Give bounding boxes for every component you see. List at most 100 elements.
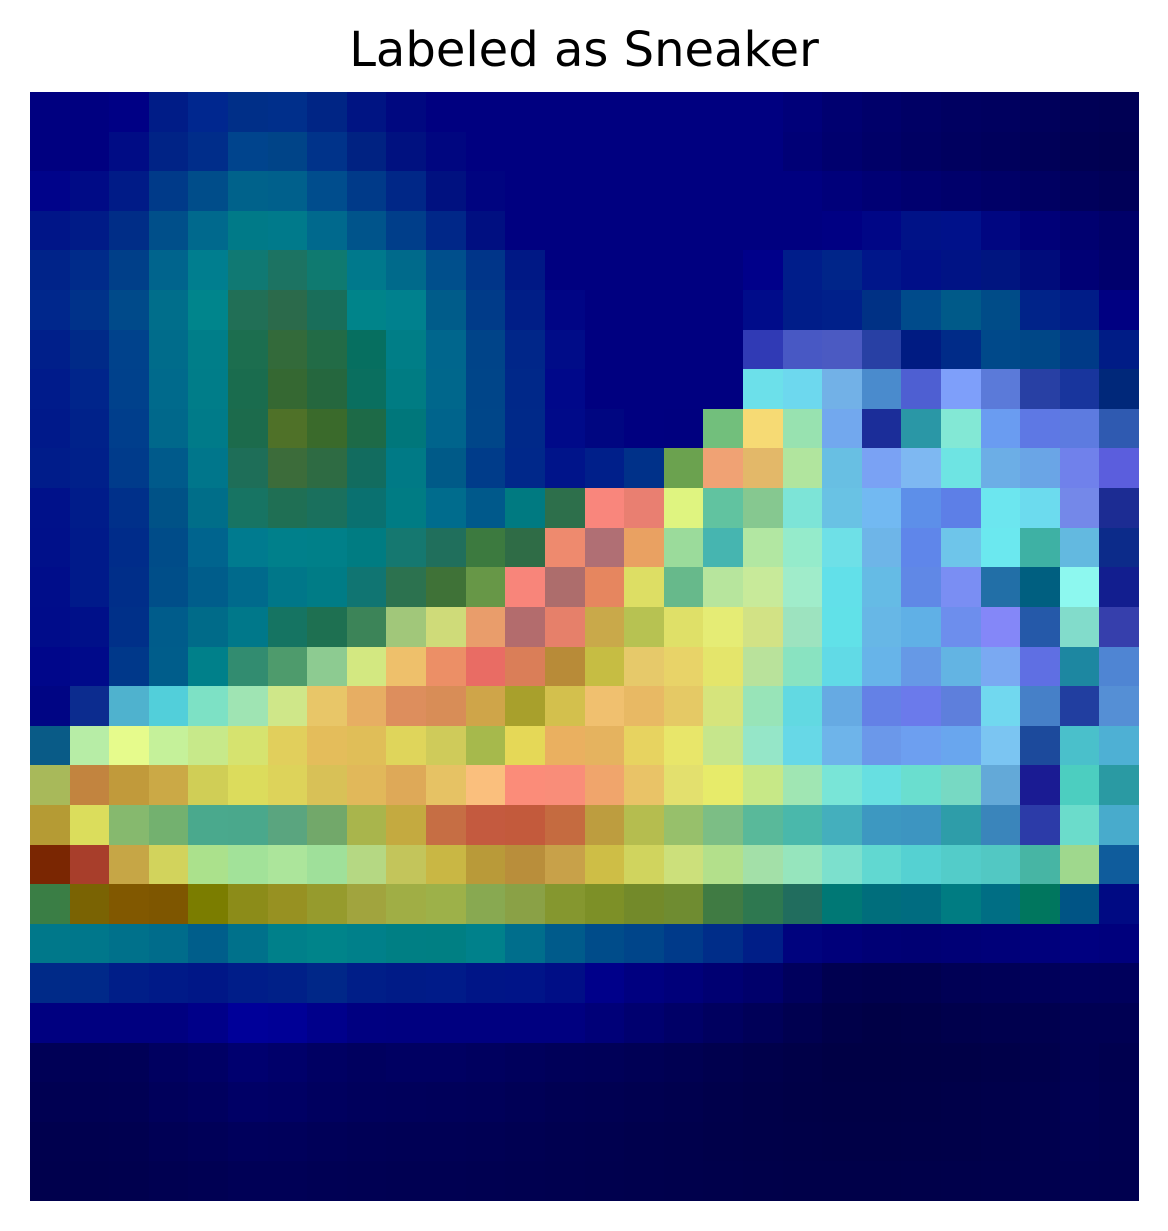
heatmap-cell [228, 369, 268, 409]
heatmap-cell [465, 884, 506, 924]
heatmap-cell [1099, 131, 1139, 172]
heatmap-cell [624, 488, 664, 528]
heatmap-cell [148, 765, 189, 805]
heatmap-cell [663, 646, 704, 687]
heatmap-cell [307, 290, 347, 330]
heatmap-cell [188, 1002, 229, 1043]
heatmap-cell [307, 92, 347, 132]
heatmap-cell [1020, 1042, 1060, 1083]
heatmap-cell [663, 448, 704, 489]
heatmap-cell [624, 290, 664, 330]
heatmap-cell [742, 606, 783, 647]
heatmap-cell [69, 1121, 110, 1162]
heatmap-cell [782, 250, 823, 291]
heatmap-cell [465, 488, 506, 528]
heatmap-cell [742, 1121, 783, 1162]
heatmap-cell [148, 527, 189, 568]
heatmap-cell [584, 171, 625, 211]
heatmap-cell [30, 1161, 70, 1201]
heatmap-cell [505, 686, 545, 726]
heatmap-cell [228, 131, 268, 172]
heatmap-cell [267, 131, 308, 172]
heatmap-cell [426, 527, 466, 568]
heatmap-cell [1099, 884, 1139, 924]
heatmap-cell [742, 844, 783, 885]
heatmap-cell [30, 92, 70, 132]
heatmap-cell [940, 765, 981, 805]
heatmap-cell [1059, 1002, 1100, 1043]
heatmap-cell [861, 290, 902, 330]
heatmap-cell [1059, 1042, 1100, 1083]
heatmap-cell [188, 250, 229, 291]
heatmap-cell [544, 171, 585, 211]
heatmap-cell [624, 1002, 664, 1043]
heatmap-cell [346, 765, 387, 805]
heatmap-cell [228, 923, 268, 964]
heatmap-cell [30, 131, 70, 172]
heatmap-cell [742, 250, 783, 291]
heatmap-cell [822, 171, 862, 211]
heatmap-cell [148, 686, 189, 726]
heatmap-cell [386, 369, 427, 409]
heatmap-cell [1099, 408, 1139, 449]
heatmap-cell [940, 488, 981, 528]
heatmap-cell [307, 884, 347, 924]
heatmap-cell [663, 606, 704, 647]
heatmap-cell [188, 804, 229, 845]
heatmap-cell [861, 765, 902, 805]
heatmap-cell [465, 448, 506, 489]
heatmap-cell [505, 606, 545, 647]
heatmap-cell [346, 290, 387, 330]
heatmap-cell [426, 1042, 466, 1083]
heatmap-cell [861, 131, 902, 172]
heatmap-cell [624, 171, 664, 211]
heatmap-cell [1099, 1002, 1139, 1043]
heatmap-cell [822, 804, 862, 845]
heatmap-cell [1059, 171, 1100, 211]
heatmap-cell [188, 1161, 229, 1201]
heatmap-cell [822, 329, 862, 370]
heatmap-cell [703, 606, 743, 647]
heatmap-cell [109, 131, 149, 172]
heatmap-cell [980, 408, 1021, 449]
heatmap-cell [30, 329, 70, 370]
heatmap-cell [426, 448, 466, 489]
heatmap-cell [624, 210, 664, 251]
heatmap-cell [584, 725, 625, 766]
heatmap-cell [624, 408, 664, 449]
heatmap-cell [861, 448, 902, 489]
heatmap-cell [109, 804, 149, 845]
heatmap-cell [386, 131, 427, 172]
heatmap-cell [1099, 686, 1139, 726]
heatmap-cell [30, 250, 70, 291]
heatmap-cell [307, 1002, 347, 1043]
heatmap-cell [228, 1161, 268, 1201]
heatmap-cell [386, 1121, 427, 1162]
heatmap-cell [742, 1082, 783, 1122]
heatmap-cell [1020, 408, 1060, 449]
heatmap-cell [544, 290, 585, 330]
heatmap-cell [940, 408, 981, 449]
heatmap-cell [544, 448, 585, 489]
heatmap-cell [188, 369, 229, 409]
heatmap-cell [822, 250, 862, 291]
heatmap-cell [228, 804, 268, 845]
heatmap-cell [663, 963, 704, 1003]
heatmap-cell [663, 408, 704, 449]
heatmap-cell [940, 527, 981, 568]
heatmap-cell [584, 131, 625, 172]
heatmap-cell [742, 686, 783, 726]
heatmap-cell [624, 725, 664, 766]
heatmap-cell [782, 567, 823, 607]
heatmap-cell [465, 171, 506, 211]
heatmap-cell [544, 884, 585, 924]
heatmap-cell [30, 1002, 70, 1043]
heatmap-cell [30, 1082, 70, 1122]
heatmap-cell [426, 804, 466, 845]
heatmap-cell [940, 329, 981, 370]
heatmap-cell [228, 646, 268, 687]
heatmap-cell [544, 1121, 585, 1162]
heatmap-cell [267, 408, 308, 449]
heatmap-cell [624, 448, 664, 489]
heatmap-cell [861, 1161, 902, 1201]
